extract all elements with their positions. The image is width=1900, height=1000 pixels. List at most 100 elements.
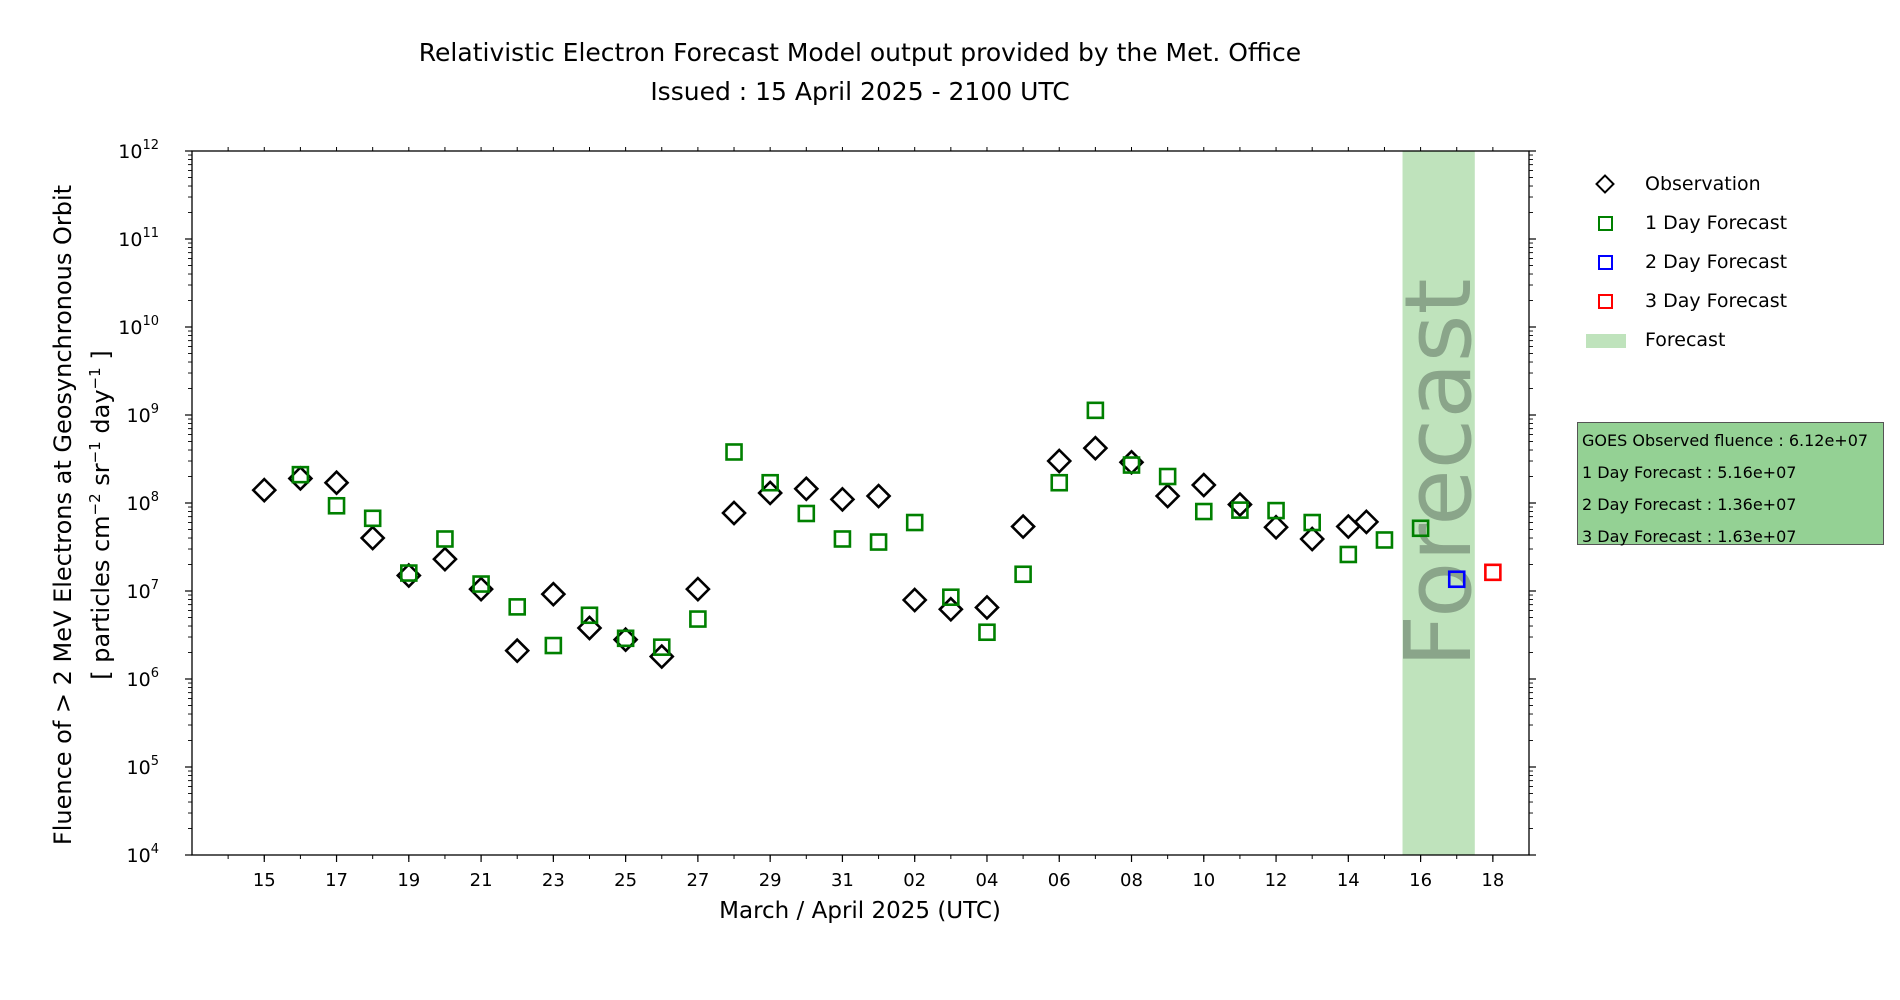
- observation-marker: [974, 594, 1000, 621]
- forecast-patch-icon: [1586, 333, 1626, 348]
- 1-day-forecast-marker: [472, 575, 490, 593]
- observed-fluence-text: GOES Observed fluence : 6.12e+07: [1582, 431, 1869, 450]
- day3-forecast-text: 3 Day Forecast : 1.63e+07: [1582, 527, 1797, 546]
- diamond-marker-icon: [1595, 173, 1615, 194]
- observation-marker: [721, 500, 747, 526]
- x-tick-label: 31: [831, 870, 854, 891]
- y-tick-label: 1010: [118, 314, 159, 339]
- 1-day-forecast-marker: [363, 509, 382, 528]
- observation-marker: [576, 615, 603, 641]
- 1-day-forecast-marker: [1375, 531, 1394, 549]
- 1-day-forecast-marker: [725, 443, 743, 461]
- 1-day-forecast-marker: [1086, 401, 1105, 420]
- legend-label: 1 Day Forecast: [1645, 211, 1788, 234]
- observation-marker: [251, 477, 278, 503]
- 1-day-forecast-marker: [689, 610, 707, 628]
- chart-subtitle: Issued : 15 April 2025 - 2100 UTC: [650, 77, 1070, 106]
- observation-marker: [829, 486, 856, 513]
- 1-day-forecast-marker: [508, 598, 527, 616]
- day1-forecast-text: 1 Day Forecast : 5.16e+07: [1582, 463, 1797, 482]
- 1-day-forecast-marker: [1194, 502, 1213, 521]
- forecast-band: [1402, 151, 1475, 855]
- 1-day-forecast-marker: [544, 636, 563, 655]
- x-tick-label: 19: [397, 870, 420, 891]
- 1-day-forecast-marker: [1303, 513, 1321, 532]
- 1-day-forecast-marker: [797, 504, 816, 523]
- 1-day-forecast-marker: [1122, 456, 1141, 474]
- x-tick-label: 12: [1265, 870, 1288, 891]
- 1-day-forecast-marker: [616, 629, 635, 648]
- observation-marker: [1010, 513, 1036, 540]
- observation-marker: [1335, 513, 1362, 540]
- legend-label: Observation: [1645, 172, 1761, 195]
- 1-day-forecast-marker: [1411, 519, 1430, 538]
- y-tick-label: 106: [127, 666, 159, 691]
- observation-marker: [685, 576, 711, 602]
- x-tick-label: 16: [1409, 870, 1432, 891]
- plot-frame: [191, 150, 1530, 856]
- legend-item-observation: Observation: [1585, 164, 1787, 203]
- 1-day-forecast-marker: [580, 606, 599, 625]
- legend-item-forecast: Forecast: [1585, 320, 1787, 359]
- observation-marker: [1299, 526, 1326, 552]
- observation-marker: [901, 587, 928, 613]
- x-tick-label: 04: [976, 870, 999, 891]
- 1-day-forecast-marker: [869, 533, 888, 551]
- x-tick-label: 29: [759, 870, 782, 891]
- fluence-summary-box: GOES Observed fluence : 6.12e+07 1 Day F…: [1577, 422, 1884, 546]
- y-tick-label: 104: [127, 842, 159, 867]
- x-tick-label: 18: [1481, 870, 1504, 891]
- day2-forecast-text: 2 Day Forecast : 1.36e+07: [1582, 495, 1797, 514]
- 2-day-forecast-marker: [1447, 570, 1466, 589]
- green-square-marker-icon: [1598, 215, 1613, 231]
- 1-day-forecast-marker: [1231, 501, 1249, 519]
- x-tick-label: 15: [253, 870, 276, 891]
- x-tick-label: 08: [1120, 870, 1143, 891]
- y-axis-label-line2: [ particles cm−2 sr−1 day−1 ]: [86, 350, 115, 680]
- observation-marker: [432, 546, 458, 573]
- 1-day-forecast-marker: [1267, 501, 1285, 520]
- observation-marker: [504, 637, 531, 664]
- 1-day-forecast-marker: [1014, 565, 1032, 584]
- 1-day-forecast-marker: [327, 496, 346, 515]
- forecast-band-label: Forecast: [1385, 278, 1492, 667]
- 1-day-forecast-marker: [1158, 467, 1177, 486]
- y-tick-label: 1012: [118, 138, 159, 163]
- 1-day-forecast-marker: [905, 513, 924, 532]
- y-tick-label: 109: [127, 402, 159, 427]
- observation-marker: [1353, 509, 1380, 535]
- observation-marker: [1154, 483, 1181, 509]
- 1-day-forecast-marker: [400, 564, 418, 582]
- x-tick-label: 23: [542, 870, 565, 891]
- x-tick-label: 27: [686, 870, 709, 891]
- legend: Observation 1 Day Forecast 2 Day Forecas…: [1585, 164, 1787, 359]
- observation-marker: [540, 581, 567, 608]
- x-tick-label: 17: [325, 870, 348, 891]
- y-tick-label: 105: [127, 754, 159, 779]
- x-tick-label: 02: [903, 870, 926, 891]
- observation-marker: [359, 525, 386, 551]
- observation-marker: [1082, 435, 1109, 461]
- y-tick-label: 107: [127, 578, 159, 603]
- observation-marker: [1263, 514, 1289, 541]
- legend-label: 3 Day Forecast: [1645, 289, 1788, 312]
- 1-day-forecast-marker: [436, 530, 454, 548]
- x-tick-label: 14: [1337, 870, 1360, 891]
- y-tick-label: 1011: [118, 226, 159, 251]
- x-tick-label: 10: [1192, 870, 1215, 891]
- legend-item-3-day-forecast: 3 Day Forecast: [1585, 281, 1787, 320]
- x-tick-label: 25: [614, 870, 637, 891]
- 1-day-forecast-marker: [942, 588, 960, 607]
- blue-square-marker-icon: [1598, 254, 1613, 270]
- 3-day-forecast-marker: [1484, 563, 1502, 582]
- observation-marker: [323, 469, 350, 496]
- y-axis-label-line1: Fluence of > 2 MeV Electrons at Geosynch…: [49, 184, 77, 846]
- observation-marker: [793, 475, 820, 502]
- legend-item-2-day-forecast: 2 Day Forecast: [1585, 242, 1787, 281]
- x-tick-label: 21: [470, 870, 493, 891]
- observation-marker: [1190, 472, 1217, 498]
- 1-day-forecast-marker: [978, 623, 996, 642]
- legend-item-1-day-forecast: 1 Day Forecast: [1585, 203, 1787, 242]
- y-axis-label: Fluence of > 2 MeV Electrons at Geosynch…: [47, 185, 117, 845]
